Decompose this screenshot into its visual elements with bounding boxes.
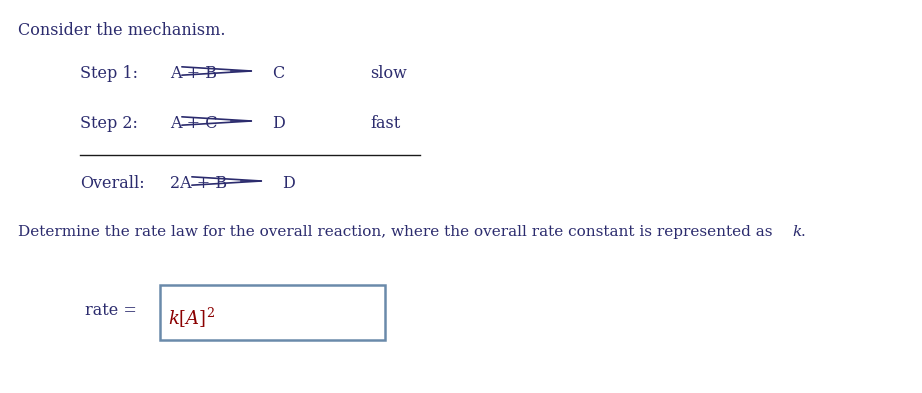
Text: A + C: A + C: [170, 115, 218, 132]
Text: Step 1:: Step 1:: [80, 65, 138, 82]
Text: .: .: [801, 225, 806, 239]
Text: D: D: [272, 115, 285, 132]
Text: $\mathit{k}[A]^2$: $\mathit{k}[A]^2$: [168, 306, 215, 330]
Text: k: k: [792, 225, 801, 239]
Text: Step 2:: Step 2:: [80, 115, 138, 132]
Text: Consider the mechanism.: Consider the mechanism.: [18, 22, 226, 39]
Text: rate =: rate =: [85, 302, 136, 319]
Text: C: C: [272, 65, 284, 82]
Text: fast: fast: [370, 115, 400, 132]
Text: D: D: [282, 175, 295, 192]
Text: A + B: A + B: [170, 65, 217, 82]
FancyBboxPatch shape: [160, 285, 385, 340]
Text: 2A + B: 2A + B: [170, 175, 227, 192]
Text: slow: slow: [370, 65, 407, 82]
Text: Overall:: Overall:: [80, 175, 145, 192]
Text: Determine the rate law for the overall reaction, where the overall rate constant: Determine the rate law for the overall r…: [18, 225, 777, 239]
